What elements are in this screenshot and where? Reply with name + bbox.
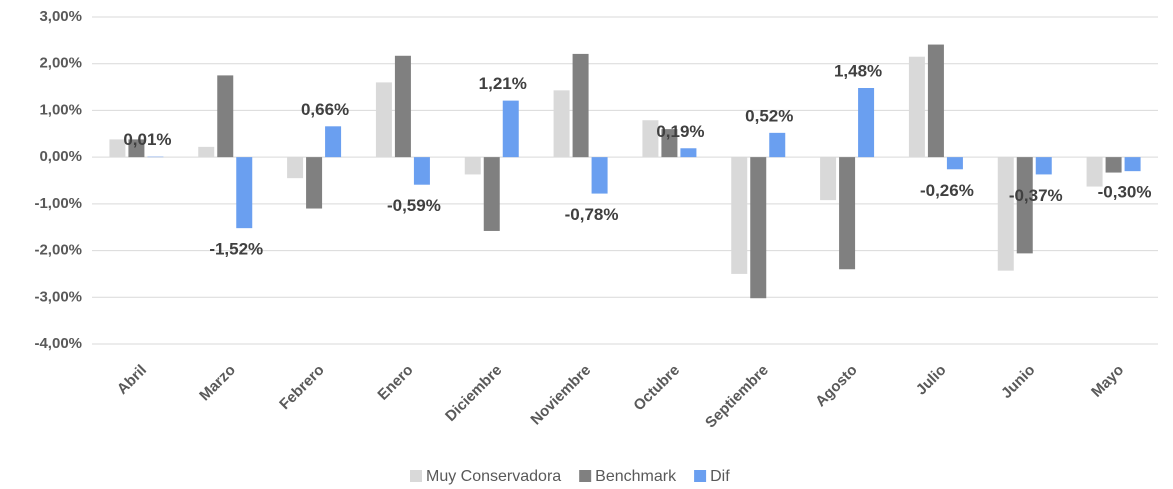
- x-tick-label: Septiembre: [702, 362, 772, 432]
- x-tick-label: Febrero: [276, 362, 328, 414]
- y-tick-label: 0,00%: [39, 148, 82, 165]
- x-tick-label: Octubre: [630, 362, 683, 415]
- y-tick-label: -4,00%: [34, 335, 82, 352]
- y-tick-label: 1,00%: [39, 101, 82, 118]
- data-label: 0,01%: [123, 130, 171, 149]
- bar: [1105, 157, 1122, 173]
- x-tick-label: Julio: [913, 362, 950, 399]
- bar: [325, 126, 342, 158]
- bar: [858, 88, 875, 158]
- bar: [680, 148, 697, 158]
- x-tick-label: Abril: [114, 362, 150, 398]
- bar: [236, 157, 253, 229]
- bar: [997, 157, 1014, 271]
- bar: [731, 157, 748, 274]
- bar: [413, 157, 430, 185]
- y-tick-label: -1,00%: [34, 195, 82, 212]
- bar: [128, 139, 145, 158]
- bar: [394, 55, 411, 158]
- bar: [750, 157, 767, 299]
- y-tick-label: 3,00%: [39, 8, 82, 25]
- data-label: -0,59%: [387, 196, 441, 215]
- bar: [287, 157, 304, 179]
- x-tick-label: Mayo: [1088, 362, 1127, 401]
- y-tick-label: 2,00%: [39, 55, 82, 72]
- bar: [839, 157, 856, 270]
- bar: [908, 56, 925, 158]
- bar: [946, 157, 963, 170]
- bar: [375, 82, 392, 158]
- data-label: 0,66%: [301, 100, 349, 119]
- data-label: -0,78%: [565, 205, 619, 224]
- legend-label: Dif: [710, 468, 730, 485]
- bar: [217, 75, 234, 158]
- bar: [820, 157, 837, 201]
- x-tick-label: Enero: [374, 362, 416, 404]
- data-label: 0,19%: [656, 122, 704, 141]
- y-tick-label: -2,00%: [34, 242, 82, 259]
- bar: [483, 157, 500, 231]
- data-label: -1,52%: [209, 240, 263, 259]
- bar: [1086, 157, 1103, 187]
- bar: [1035, 157, 1052, 175]
- bar: [1124, 157, 1141, 172]
- legend-swatch: [579, 470, 592, 482]
- data-label: 0,52%: [745, 106, 793, 125]
- x-tick-label: Agosto: [812, 362, 861, 411]
- bar: [306, 157, 323, 209]
- bar: [464, 157, 481, 175]
- legend-label: Benchmark: [595, 468, 677, 485]
- bar: [591, 157, 608, 194]
- legend-swatch: [694, 470, 707, 482]
- y-tick-label: -3,00%: [34, 288, 82, 305]
- x-tick-label: Noviembre: [527, 362, 594, 429]
- bar: [572, 53, 589, 158]
- data-label: 1,48%: [834, 61, 882, 80]
- data-label: -0,30%: [1098, 183, 1152, 202]
- legend-swatch: [410, 470, 422, 482]
- bar: [553, 90, 570, 158]
- bar: [109, 139, 126, 158]
- x-tick-label: Junio: [998, 362, 1038, 402]
- data-label: -0,26%: [920, 181, 974, 200]
- bar: [927, 44, 944, 158]
- bar: [502, 100, 519, 158]
- bar: [1016, 157, 1033, 254]
- bar: [198, 146, 215, 158]
- data-label: 1,21%: [479, 74, 527, 93]
- data-label: -0,37%: [1009, 186, 1063, 205]
- bar: [642, 120, 659, 158]
- x-tick-label: Marzo: [196, 362, 239, 405]
- bar: [661, 129, 678, 158]
- legend-label: Muy Conservadora: [426, 468, 561, 485]
- bar: [769, 132, 786, 158]
- x-tick-label: Diciembre: [442, 362, 505, 425]
